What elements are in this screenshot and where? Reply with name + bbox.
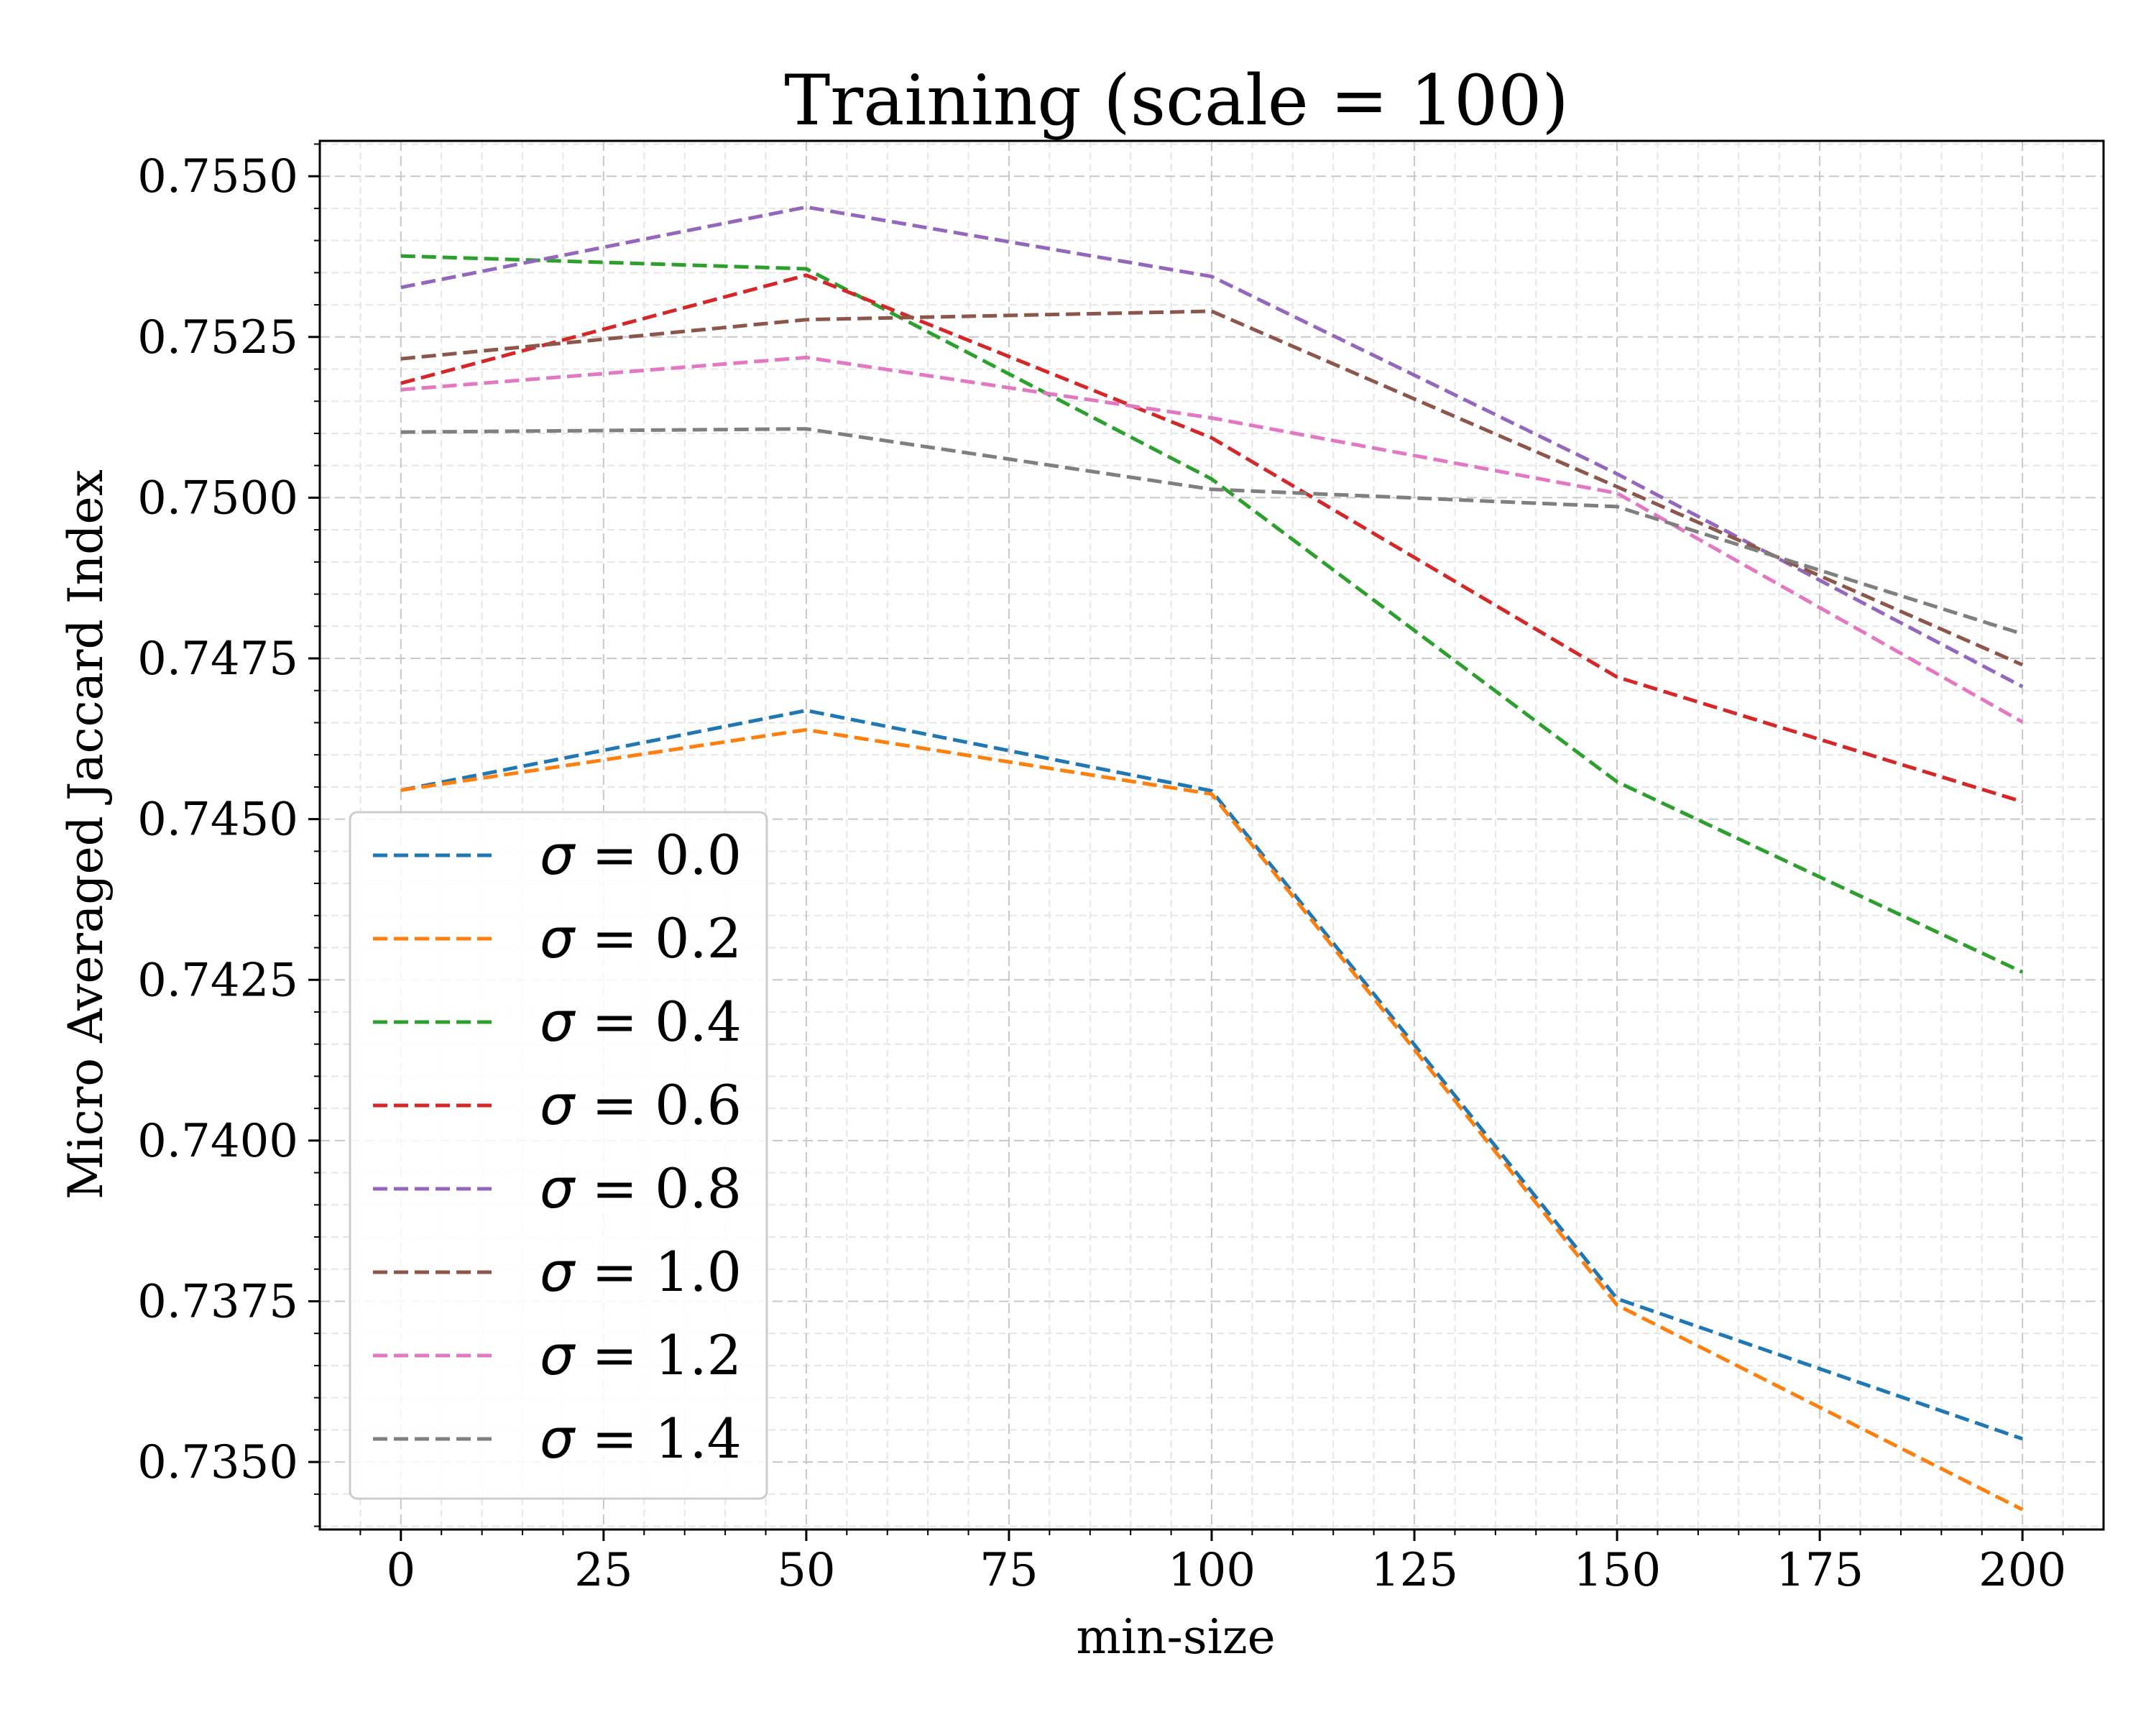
x-tick-label: 175 bbox=[1776, 1544, 1864, 1597]
axes: 0 25 50 75 100 125 150 175 200 0.7350 0.7375 0.7400… bbox=[137, 143, 2066, 1597]
series-line bbox=[400, 727, 2024, 1512]
y-tick-label: 0.7450 bbox=[137, 794, 298, 847]
legend-sigma-symbol: σ bbox=[540, 1073, 576, 1137]
y-tick-label: 0.7425 bbox=[137, 954, 298, 1007]
legend-label: σ = 0.4 bbox=[540, 990, 742, 1054]
series-lines bbox=[400, 205, 2024, 1512]
legend-sigma-symbol: σ bbox=[540, 823, 576, 887]
legend-sigma-value: = 0.4 bbox=[574, 990, 742, 1054]
legend-box bbox=[349, 811, 768, 1500]
legend-sigma-value: = 0.0 bbox=[574, 823, 742, 887]
legend-sigma-symbol: σ bbox=[540, 1323, 576, 1387]
legend-sigma-symbol: σ bbox=[540, 1407, 576, 1471]
y-tick-label: 0.7375 bbox=[137, 1275, 298, 1328]
y-tick-label: 0.7550 bbox=[137, 150, 298, 203]
legend-sigma-symbol: σ bbox=[540, 1240, 576, 1304]
legend-sigma-symbol: σ bbox=[540, 906, 576, 970]
legend-sigma-symbol: σ bbox=[540, 1156, 576, 1220]
legend-sigma-value: = 1.0 bbox=[574, 1240, 742, 1304]
series-line bbox=[400, 427, 2023, 636]
x-tick-label: 200 bbox=[1978, 1544, 2066, 1597]
x-tick-label: 150 bbox=[1573, 1544, 1661, 1597]
legend-sigma-value: = 0.6 bbox=[574, 1073, 742, 1137]
legend: σ = 0.0σ = 0.2σ = 0.4σ = 0.6σ = 0.8σ = 1… bbox=[349, 811, 768, 1500]
legend-sigma-value: = 0.2 bbox=[574, 906, 742, 970]
y-axis-label: Micro Averaged Jaccard Index bbox=[58, 469, 114, 1200]
legend-label: σ = 1.2 bbox=[540, 1323, 742, 1387]
y-tick-label: 0.7400 bbox=[137, 1115, 298, 1168]
y-tick-label: 0.7475 bbox=[137, 632, 298, 686]
series-line bbox=[400, 273, 2023, 804]
legend-label: σ = 0.2 bbox=[540, 906, 742, 970]
legend-sigma-value: = 1.4 bbox=[574, 1407, 742, 1471]
series-line bbox=[400, 709, 2024, 1441]
x-tick-label: 0 bbox=[386, 1544, 415, 1597]
series-line bbox=[400, 254, 2024, 974]
x-tick-label: 125 bbox=[1370, 1544, 1458, 1597]
legend-label: σ = 0.0 bbox=[540, 823, 742, 887]
x-tick-label: 25 bbox=[574, 1544, 632, 1597]
series-line bbox=[400, 309, 2024, 667]
legend-label: σ = 1.0 bbox=[540, 1240, 742, 1304]
legend-label: σ = 0.6 bbox=[540, 1073, 742, 1137]
x-axis-label: min-size bbox=[1076, 1609, 1275, 1665]
legend-sigma-symbol: σ bbox=[540, 990, 576, 1054]
legend-sigma-value: = 0.8 bbox=[574, 1156, 742, 1220]
series-line bbox=[400, 355, 2024, 724]
x-tick-label: 75 bbox=[980, 1544, 1038, 1597]
legend-sigma-value: = 1.2 bbox=[574, 1323, 742, 1387]
y-tick-label: 0.7500 bbox=[137, 472, 298, 525]
y-tick-label: 0.7525 bbox=[137, 311, 298, 364]
legend-label: σ = 0.8 bbox=[540, 1156, 742, 1220]
y-tick-label: 0.7350 bbox=[137, 1436, 298, 1489]
x-tick-label: 50 bbox=[777, 1544, 835, 1597]
legend-label: σ = 1.4 bbox=[540, 1407, 742, 1471]
grid bbox=[320, 141, 2104, 1530]
chart-title: Training (scale = 100) bbox=[784, 60, 1569, 141]
x-tick-label: 100 bbox=[1168, 1544, 1256, 1597]
